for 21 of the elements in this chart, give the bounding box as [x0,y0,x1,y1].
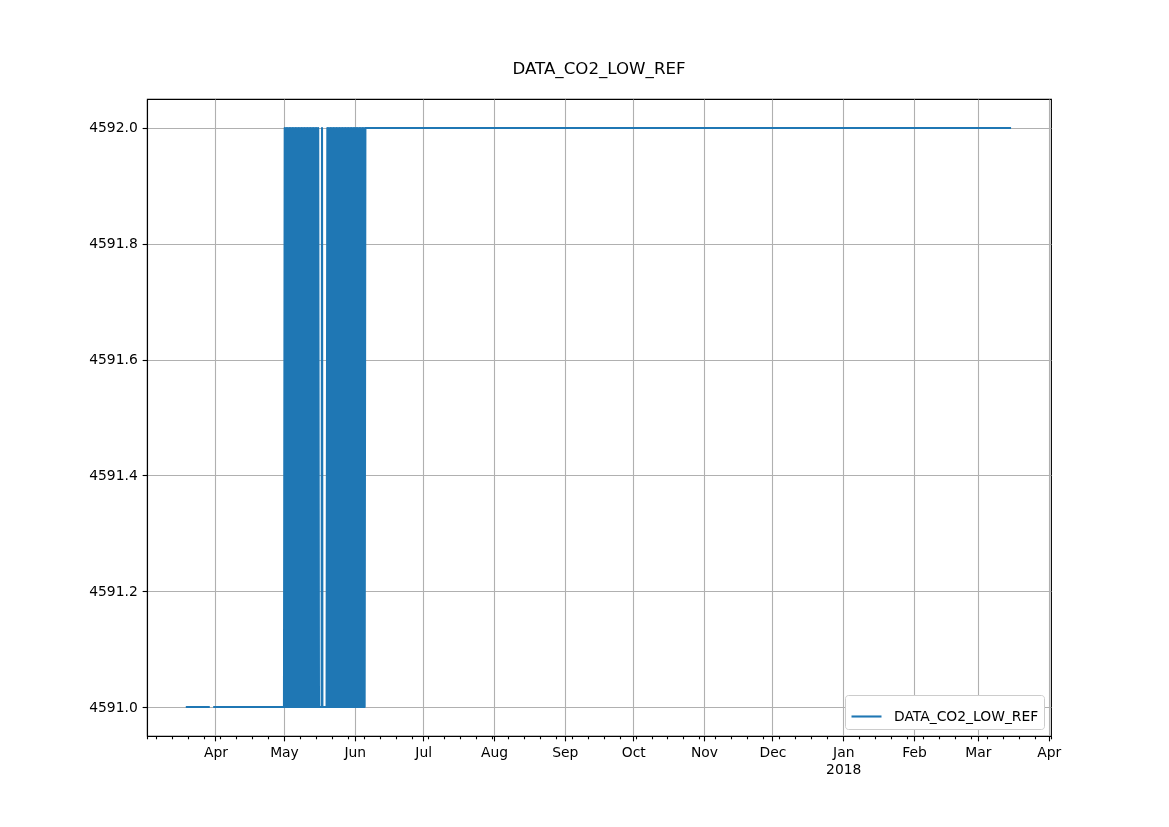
x-tick-label: Feb [902,744,927,761]
y-tick-label: 4591.8 [89,235,138,252]
x-tick-label: Jan 2018 [826,744,862,777]
x-tick-label: Apr [1037,744,1062,761]
x-tick-label: Mar [965,744,992,761]
y-tick-label: 4592.0 [89,119,138,136]
y-tick-label: 4591.6 [89,351,138,368]
x-tick-label: Apr [203,744,229,761]
y-tick-label: 4591.0 [89,698,138,715]
legend-label: DATA_CO2_LOW_REF [894,707,1039,724]
x-tick-label: May [270,744,299,761]
x-tick-label: Aug [480,744,509,761]
x-tick-label: Jul [414,744,433,761]
x-tick-label: Nov [690,744,719,761]
y-tick-label: 4591.2 [89,582,138,599]
chart-title: DATA_CO2_LOW_REF [512,59,686,80]
x-tick-label: Jun [343,744,367,761]
x-tick-label: Dec [759,744,787,761]
x-tick-label: Sep [552,744,579,761]
x-tick-label: Oct [621,744,647,761]
y-tick-label: 4591.4 [89,466,138,483]
